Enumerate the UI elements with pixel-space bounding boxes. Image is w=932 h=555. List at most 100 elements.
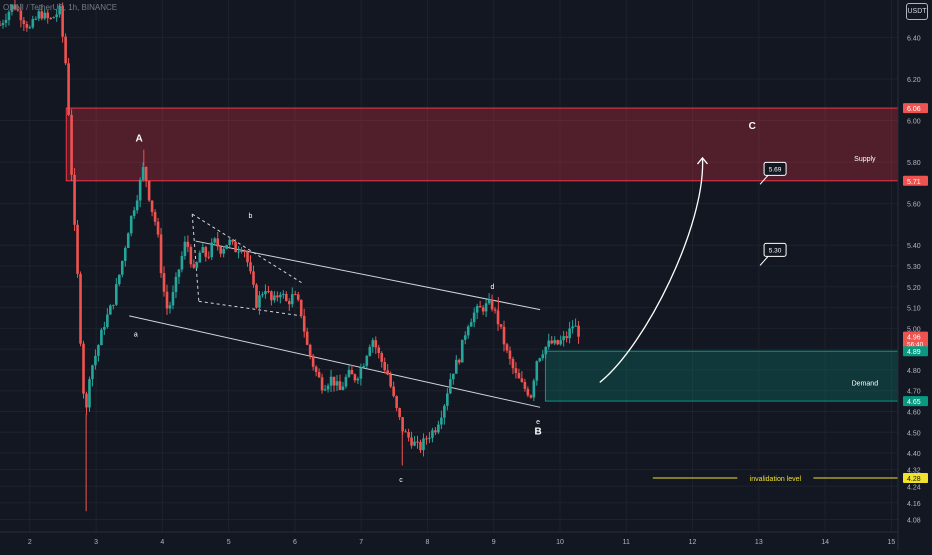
candle-body — [428, 437, 431, 439]
candle-body — [517, 373, 521, 379]
candle-body — [4, 19, 8, 23]
candle-body — [162, 273, 166, 292]
candle-body — [34, 18, 38, 20]
candle-body — [135, 200, 139, 211]
candle-body — [216, 238, 220, 247]
candle-body — [502, 326, 506, 345]
candle-body — [183, 241, 187, 256]
x-tick-label: 3 — [94, 539, 98, 546]
x-tick-label: 15 — [887, 539, 895, 546]
candle-body — [279, 294, 282, 298]
candle-body — [120, 260, 124, 275]
callout-box — [763, 161, 787, 176]
candle-body — [499, 324, 503, 327]
candle-body — [416, 441, 419, 443]
candle-body — [228, 239, 231, 245]
x-tick-label: 10 — [556, 539, 564, 546]
candle-body — [296, 294, 300, 300]
candle-body — [532, 380, 536, 398]
candle-body — [347, 369, 351, 377]
callout-pointer — [759, 174, 769, 185]
candle-body — [472, 312, 476, 323]
currency-button[interactable]: USDT — [906, 3, 928, 20]
x-tick-label: 8 — [426, 539, 430, 546]
candle-body — [192, 264, 196, 268]
candle-body — [457, 359, 461, 363]
candle-body — [535, 361, 539, 381]
zones — [65, 107, 899, 402]
y-tick-label: 5.30 — [907, 264, 921, 271]
candle-body — [511, 358, 515, 369]
callout-text: 5.69 — [769, 166, 782, 173]
wave-label-B: B — [535, 426, 542, 437]
price-label-text: 4.28 — [907, 476, 921, 483]
candle-body — [478, 306, 482, 308]
triangle-left-line — [191, 214, 200, 302]
candle-body — [79, 273, 82, 344]
candle-body — [487, 299, 491, 304]
candle-body — [454, 359, 458, 374]
candle-body — [58, 5, 61, 15]
candle-body — [144, 166, 148, 181]
y-tick-label: 4.80 — [907, 368, 921, 375]
candle-body — [380, 353, 384, 362]
y-tick-label: 4.50 — [907, 430, 921, 437]
candle-body — [443, 405, 446, 418]
y-tick-label: 5.00 — [907, 326, 921, 333]
candle-body — [198, 252, 202, 263]
candle-body — [201, 247, 205, 253]
price-label-text: 4.89 — [907, 349, 921, 356]
y-tick-label: 6.40 — [907, 35, 921, 42]
candle-body — [413, 441, 416, 446]
candle-body — [365, 355, 369, 366]
candle-body — [252, 271, 255, 285]
wave-label-a: a — [134, 332, 138, 339]
candle-body — [490, 299, 494, 310]
countdown-text: 56:40 — [907, 342, 924, 349]
wave-label-C: C — [749, 121, 756, 132]
candle-body — [97, 345, 100, 356]
candle-body — [129, 215, 133, 234]
callout-box — [763, 242, 787, 257]
invalidation-label: invalidation level — [750, 476, 802, 483]
candle-body — [362, 365, 366, 368]
candle-body — [284, 294, 288, 302]
candle-body — [207, 256, 211, 258]
candle-body — [168, 305, 172, 309]
x-tick-label: 14 — [821, 539, 829, 546]
candle-body — [237, 251, 240, 253]
price-label-text: 6.06 — [907, 106, 921, 113]
wave-label-e: e — [536, 419, 540, 426]
candle-body — [419, 441, 422, 451]
candle-body — [314, 366, 318, 372]
candle-body — [559, 340, 562, 345]
candle-body — [261, 294, 264, 296]
candle-body — [88, 379, 91, 408]
candle-body — [10, 4, 14, 12]
callout-text: 5.30 — [769, 247, 782, 254]
candle-body — [374, 340, 378, 348]
candle-body — [565, 336, 568, 339]
candle-body — [523, 381, 527, 389]
candle-body — [383, 361, 387, 371]
candle-body — [329, 376, 333, 386]
candle-body — [505, 344, 509, 351]
wave-label-d: d — [490, 284, 494, 291]
candle-body — [171, 292, 175, 306]
candle-body — [76, 224, 79, 274]
candle-body — [463, 335, 467, 340]
candle-body — [460, 339, 464, 363]
candle-body — [64, 36, 67, 64]
grid — [0, 0, 898, 532]
triangle-lower-line — [198, 300, 302, 317]
candle-body — [407, 431, 410, 438]
candle-body — [1, 22, 5, 26]
triangle-upper-line — [191, 213, 302, 284]
trend-lines: invalidation level — [129, 156, 898, 483]
x-tick-label: 6 — [293, 539, 297, 546]
candle-body — [449, 379, 452, 394]
x-tick-label: 5 — [227, 539, 231, 546]
candle-body — [338, 381, 342, 390]
